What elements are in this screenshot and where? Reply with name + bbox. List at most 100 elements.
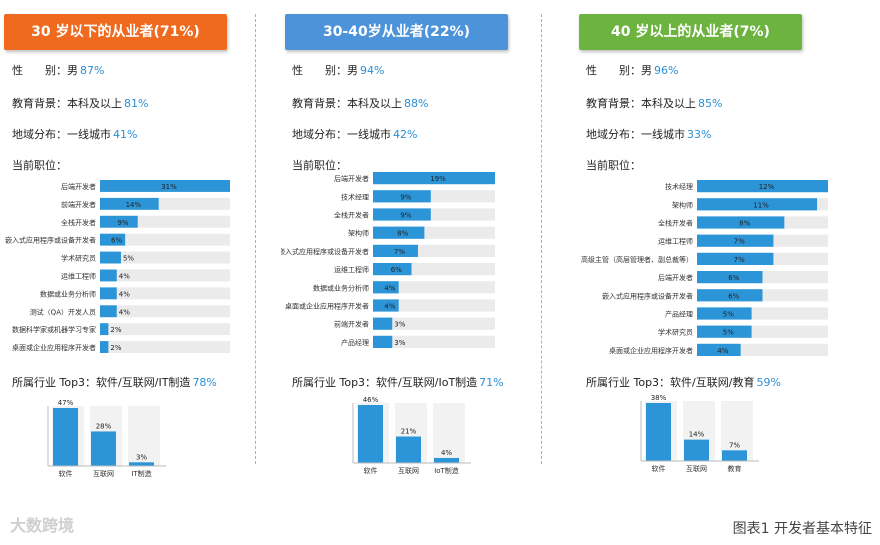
value-label: 38% bbox=[651, 394, 667, 402]
bar bbox=[396, 436, 421, 463]
value-label: 4% bbox=[717, 347, 728, 355]
bar bbox=[646, 403, 671, 461]
category-label: 技术经理 bbox=[665, 182, 693, 191]
bar bbox=[358, 405, 383, 463]
divider bbox=[541, 14, 542, 464]
industry-chart: 38% 软件 14% 互联网 7% 教育 bbox=[640, 394, 759, 473]
bar bbox=[100, 251, 121, 264]
position-label: 当前职位： bbox=[586, 159, 641, 172]
category-label: 运维工程师 bbox=[334, 265, 369, 274]
value-label: 46% bbox=[363, 396, 379, 404]
value-label: 4% bbox=[384, 284, 395, 292]
category-label: 架构师 bbox=[672, 200, 693, 209]
bar bbox=[373, 263, 412, 276]
category-label: 嵌入式应用程序或设备开发者 bbox=[602, 291, 693, 300]
bar bbox=[373, 208, 431, 221]
bar-track bbox=[128, 406, 160, 466]
value-label: 6% bbox=[391, 266, 402, 274]
industry-value: 71% bbox=[479, 376, 504, 389]
industry-label: 所属行业 Top3：软件/互联网/IT制造 bbox=[12, 376, 191, 389]
category-label: 运维工程师 bbox=[61, 271, 96, 280]
panel-header: 30 岁以下的从业者(71%) bbox=[4, 14, 227, 50]
industry-label: 所属行业 Top3：软件/互联网/教育 bbox=[586, 376, 755, 389]
region-value: 42% bbox=[393, 128, 418, 141]
industry-chart: 46% 软件 21% 互联网 4% IoT制造 bbox=[352, 396, 471, 475]
education-value: 85% bbox=[698, 97, 723, 110]
value-label: 6% bbox=[728, 274, 739, 282]
value-label: 5% bbox=[723, 329, 734, 337]
value-label: 7% bbox=[729, 441, 740, 449]
category-label: 嵌入式应用程序或设备开发者 bbox=[5, 236, 96, 245]
industry-chart: 47% 软件 28% 互联网 3% IT制造 bbox=[47, 399, 166, 478]
gender-line: 性 别：男 96% bbox=[586, 62, 678, 78]
value-label: 5% bbox=[723, 311, 734, 319]
gender-label: 性 别：男 bbox=[12, 64, 78, 77]
value-label: 4% bbox=[441, 449, 452, 457]
value-label: 9% bbox=[400, 193, 411, 201]
bar-track bbox=[373, 281, 495, 294]
education-label: 教育背景：本科及以上 bbox=[12, 97, 122, 110]
category-label: 互联网 bbox=[686, 464, 707, 473]
bar bbox=[373, 244, 418, 257]
gender-value: 96% bbox=[654, 64, 679, 77]
panel-over-40: 40 岁以上的从业者(7%) 性 别：男 96% 教育背景：本科及以上 85% 地域… bbox=[575, 0, 865, 545]
panel-header: 30-40岁从业者(22%) bbox=[285, 14, 508, 50]
region-line: 地域分布：一线城市 42% bbox=[292, 126, 417, 142]
bar bbox=[53, 408, 78, 466]
bar bbox=[100, 341, 109, 353]
category-label: 互联网 bbox=[398, 466, 419, 475]
category-label: 软件 bbox=[652, 464, 666, 473]
bar bbox=[100, 197, 159, 210]
bar bbox=[684, 439, 709, 461]
education-line: 教育背景：本科及以上 85% bbox=[586, 95, 722, 111]
bar-track bbox=[100, 197, 230, 210]
category-label: 后端开发者 bbox=[658, 273, 693, 282]
value-label: 5% bbox=[123, 255, 134, 263]
region-label: 地域分布：一线城市 bbox=[12, 128, 111, 141]
category-label: 互联网 bbox=[93, 469, 114, 478]
bar-track bbox=[373, 299, 495, 312]
bar-track bbox=[373, 335, 495, 348]
bar bbox=[129, 462, 154, 466]
value-label: 3% bbox=[394, 321, 405, 329]
bar bbox=[100, 180, 230, 192]
education-line: 教育背景：本科及以上 88% bbox=[292, 95, 428, 111]
bar-track bbox=[100, 269, 230, 282]
bar bbox=[697, 307, 752, 320]
bar-track bbox=[373, 317, 495, 330]
category-label: 后端开发者 bbox=[61, 182, 96, 191]
education-value: 88% bbox=[404, 97, 429, 110]
category-label: 全栈开发者 bbox=[658, 219, 693, 228]
gender-line: 性 别：男 87% bbox=[12, 62, 104, 78]
bar bbox=[373, 317, 393, 330]
region-value: 33% bbox=[687, 128, 712, 141]
value-label: 6% bbox=[111, 237, 122, 245]
region-line: 地域分布：一线城市 33% bbox=[586, 126, 711, 142]
bar bbox=[697, 216, 785, 229]
value-label: 4% bbox=[119, 290, 130, 298]
bar bbox=[697, 325, 752, 338]
bar-track bbox=[100, 287, 230, 300]
bar-track bbox=[100, 305, 230, 318]
category-label: 软件 bbox=[59, 469, 73, 478]
bar bbox=[373, 281, 399, 294]
bar bbox=[373, 172, 495, 185]
value-label: 4% bbox=[119, 308, 130, 316]
value-label: 19% bbox=[430, 175, 446, 183]
region-label: 地域分布：一线城市 bbox=[292, 128, 391, 141]
category-label: IoT制造 bbox=[434, 466, 459, 475]
category-label: IT制造 bbox=[131, 469, 151, 478]
bar bbox=[373, 299, 399, 312]
category-label: 后端开发者 bbox=[334, 174, 369, 183]
category-label: 全栈开发者 bbox=[61, 218, 96, 227]
value-label: 14% bbox=[689, 431, 705, 439]
value-label: 3% bbox=[394, 339, 405, 347]
category-label: 学术研究员 bbox=[658, 328, 693, 337]
value-label: 8% bbox=[739, 220, 750, 228]
category-label: 产品经理 bbox=[341, 338, 369, 347]
bar bbox=[100, 323, 109, 336]
category-label: 数据科学家或机器学习专家 bbox=[12, 325, 96, 334]
figure-caption: 图表1 开发者基本特征 bbox=[732, 521, 872, 537]
bar bbox=[91, 431, 116, 466]
category-label: 嵌入式应用程序或设备开发者 bbox=[281, 247, 369, 256]
